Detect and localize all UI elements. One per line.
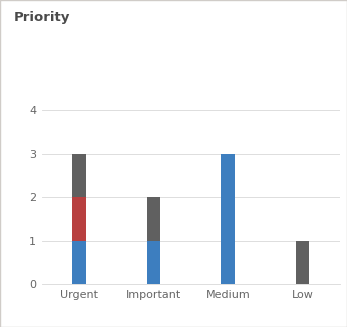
Bar [296,241,310,284]
Text: Priority: Priority [14,11,70,24]
Bar [221,154,235,284]
Bar [72,154,86,197]
Bar [72,241,86,284]
Bar [147,197,160,241]
Bar [72,197,86,241]
Bar [147,241,160,284]
